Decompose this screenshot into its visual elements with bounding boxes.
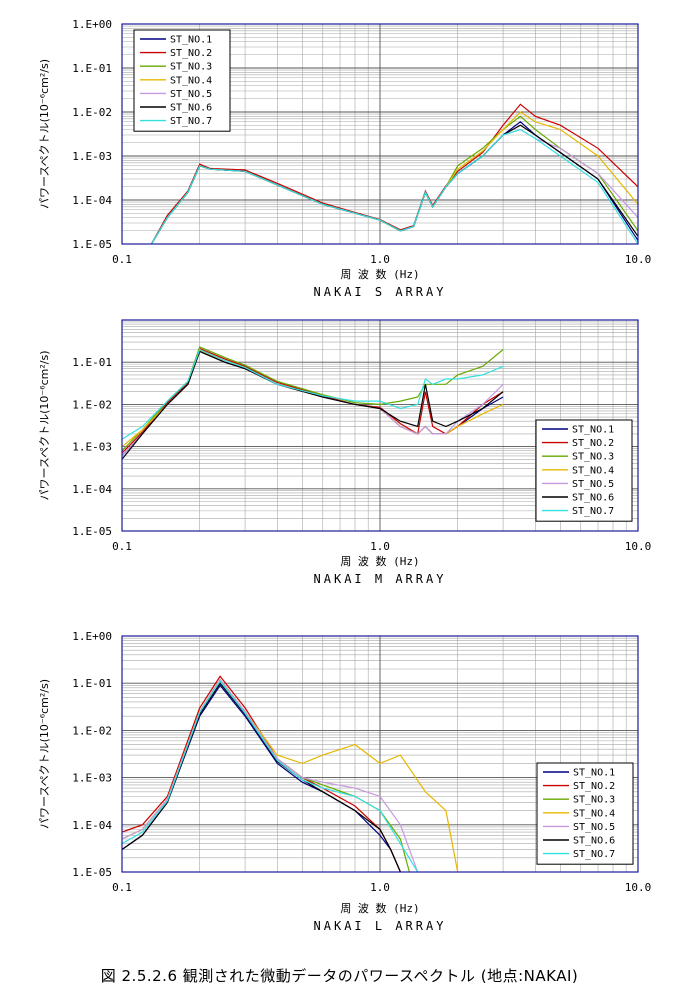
legend-label: ST_NO.6: [573, 836, 615, 847]
x-axis-label: 周 波 数 (Hz): [340, 268, 419, 281]
y-tick-label: 1.E-03: [72, 441, 112, 454]
series-line-4: [150, 111, 638, 244]
series-group: [122, 675, 459, 872]
figure-caption: 図 2.5.2.6 観測された微動データのパワースペクトル (地点:NAKAI): [100, 967, 579, 985]
y-tick-label: 1.E-04: [72, 194, 112, 207]
x-axis-label: 周 波 数 (Hz): [340, 555, 419, 568]
series-line-5: [122, 678, 419, 872]
chart-title: NAKAI L ARRAY: [314, 919, 447, 933]
y-tick-label: 1.E-05: [72, 866, 112, 879]
x-tick-label: 0.1: [112, 540, 132, 553]
y-axis-label: パワースペクトル(10⁻⁶cm²/s): [38, 59, 51, 209]
legend-label: ST_NO.2: [573, 781, 615, 792]
series-line-1: [122, 350, 504, 457]
x-tick-label: 0.1: [112, 881, 132, 894]
series-line-6: [122, 350, 504, 460]
chart-3: 1.E-05 1.E-04 1.E-03 1.E-02 1.E-01 1.E+00 0.1 1…: [38, 630, 651, 933]
x-tick-label: 10.0: [625, 253, 652, 266]
chart-2: 1.E-05 1.E-04 1.E-03 1.E-02 1.E-01 0.1 1.0 10.0…: [38, 319, 652, 586]
legend-label: ST_NO.5: [572, 479, 614, 490]
x-tick-label: 0.1: [112, 253, 132, 266]
series-line-6: [122, 682, 401, 872]
series-line-5: [122, 350, 504, 457]
legend-label: ST_NO.5: [573, 822, 615, 833]
legend-label: ST_NO.4: [573, 808, 615, 819]
y-tick-label: 1.E-03: [72, 772, 112, 785]
legend-label: ST_NO.4: [572, 465, 614, 476]
legend-label: ST_NO.7: [572, 506, 614, 517]
chart-title: NAKAI S ARRAY: [314, 285, 447, 299]
legend-label: ST_NO.6: [572, 493, 614, 504]
x-axis-label: 周 波 数 (Hz): [340, 902, 419, 915]
series-line-7: [122, 680, 419, 872]
legend-box: [535, 419, 633, 522]
y-tick-label: 1.E-05: [72, 238, 112, 251]
x-tick-label: 10.0: [625, 881, 652, 894]
series-line-1: [150, 121, 638, 244]
y-tick-label: 1.E+00: [72, 18, 112, 31]
legend-label: ST_NO.1: [572, 425, 614, 436]
legend: ST_NO.1 ST_NO.2 ST_NO.3 ST_NO.4 ST_NO.5 ST_NO…: [133, 29, 231, 132]
y-tick-label: 1.E-02: [72, 724, 112, 737]
y-tick-label: 1.E-04: [72, 483, 112, 496]
series-group: [150, 103, 638, 244]
legend-box: [133, 29, 231, 132]
series-line-2: [122, 675, 401, 872]
chart-title: NAKAI M ARRAY: [314, 572, 447, 586]
legend-label: ST_NO.1: [170, 35, 212, 46]
legend-label: ST_NO.3: [170, 62, 212, 73]
legend-label: ST_NO.7: [573, 849, 615, 860]
legend: ST_NO.1 ST_NO.2 ST_NO.3 ST_NO.4 ST_NO.5 ST_NO…: [535, 419, 633, 522]
y-tick-label: 1.E-04: [72, 819, 112, 832]
legend-label: ST_NO.4: [170, 75, 212, 86]
legend-label: ST_NO.3: [573, 795, 615, 806]
x-tick-label: 1.0: [370, 253, 390, 266]
series-line-7: [122, 348, 504, 440]
legend-label: ST_NO.5: [170, 89, 212, 100]
y-tick-label: 1.E-01: [72, 62, 112, 75]
y-axis-label: パワースペクトル(10⁻⁶cm²/s): [38, 679, 51, 829]
y-tick-label: 1.E-02: [72, 398, 112, 411]
legend-label: ST_NO.6: [170, 103, 212, 114]
legend-label: ST_NO.2: [170, 48, 212, 59]
legend-label: ST_NO.7: [170, 116, 212, 127]
legend-label: ST_NO.2: [572, 438, 614, 449]
x-tick-label: 1.0: [370, 540, 390, 553]
y-tick-label: 1.E-01: [72, 356, 112, 369]
series-line-3: [122, 678, 410, 872]
x-tick-label: 10.0: [625, 540, 652, 553]
series-line-1: [122, 684, 401, 872]
y-tick-label: 1.E-05: [72, 525, 112, 538]
legend: ST_NO.1 ST_NO.2 ST_NO.3 ST_NO.4 ST_NO.5 ST_NO…: [536, 762, 634, 865]
series-line-4: [122, 349, 504, 448]
chart-1: 1.E-05 1.E-04 1.E-03 1.E-02 1.E-01 1.E+00 0.1 1…: [38, 18, 651, 299]
series-line-7: [150, 128, 638, 244]
y-axis-label: パワースペクトル(10⁻⁶cm²/s): [38, 350, 51, 500]
legend-box: [536, 762, 634, 865]
legend-label: ST_NO.3: [572, 452, 614, 463]
plot-frame: [121, 319, 639, 532]
x-tick-label: 1.0: [370, 881, 390, 894]
legend-label: ST_NO.1: [573, 768, 615, 779]
y-tick-label: 1.E+00: [72, 630, 112, 643]
series-group: [122, 346, 504, 460]
plot-frame: [121, 23, 639, 245]
series-line-3: [150, 115, 638, 244]
y-tick-label: 1.E-02: [72, 106, 112, 119]
y-tick-label: 1.E-03: [72, 150, 112, 163]
y-tick-label: 1.E-01: [72, 677, 112, 690]
plot-frame: [121, 635, 639, 873]
